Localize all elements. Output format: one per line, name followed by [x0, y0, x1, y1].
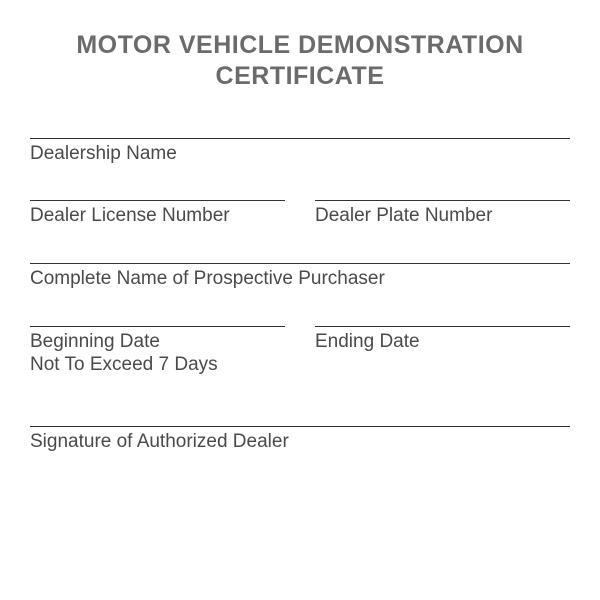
beginning-date-label: Beginning Date [30, 331, 285, 354]
dealer-plate-label: Dealer Plate Number [315, 205, 570, 228]
dealership-name-field: Dealership Name [30, 138, 570, 166]
beginning-date-field: Beginning Date Not To Exceed 7 Days [30, 326, 285, 377]
title-line-1: MOTOR VEHICLE DEMONSTRATION [76, 31, 523, 59]
dealership-name-label: Dealership Name [30, 143, 570, 166]
ending-date-field: Ending Date [315, 326, 570, 377]
signature-label: Signature of Authorized Dealer [30, 431, 570, 454]
dealer-license-line [30, 200, 285, 201]
dealer-plate-field: Dealer Plate Number [315, 200, 570, 228]
ending-date-label: Ending Date [315, 331, 570, 354]
purchaser-name-label: Complete Name of Prospective Purchaser [30, 268, 570, 291]
purchaser-name-field: Complete Name of Prospective Purchaser [30, 263, 570, 291]
dealer-numbers-row: Dealer License Number Dealer Plate Numbe… [30, 200, 570, 228]
dealer-plate-line [315, 200, 570, 201]
signature-line [30, 426, 570, 427]
ending-date-line [315, 326, 570, 327]
beginning-date-sublabel: Not To Exceed 7 Days [30, 354, 285, 377]
dealer-license-field: Dealer License Number [30, 200, 285, 228]
dates-row: Beginning Date Not To Exceed 7 Days Endi… [30, 326, 570, 377]
purchaser-name-line [30, 263, 570, 264]
dealership-name-line [30, 138, 570, 139]
title-line-2: CERTIFICATE [216, 62, 385, 90]
certificate-title: MOTOR VEHICLE DEMONSTRATION CERTIFICATE [30, 30, 570, 93]
beginning-date-line [30, 326, 285, 327]
dealer-license-label: Dealer License Number [30, 205, 285, 228]
signature-field: Signature of Authorized Dealer [30, 426, 570, 454]
